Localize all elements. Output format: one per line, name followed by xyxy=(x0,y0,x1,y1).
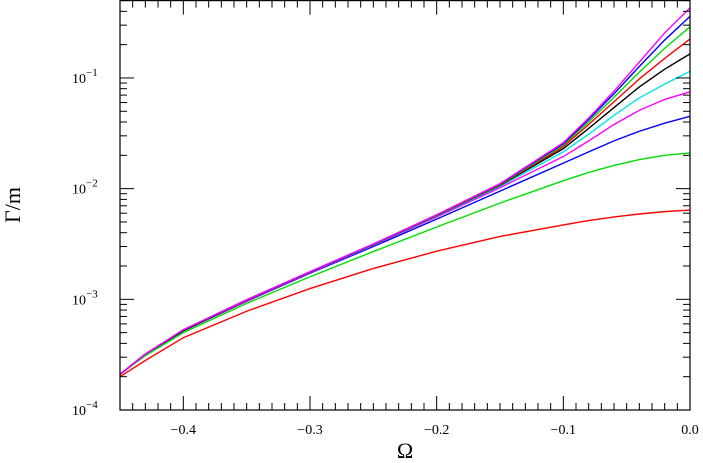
series-layer xyxy=(119,7,691,378)
series-line-1 xyxy=(119,209,691,378)
y-axis-title: Γ/m xyxy=(0,187,25,223)
x-tick-label: 0.0 xyxy=(681,423,699,438)
ticks-layer: −0.4 −0.3 −0.2 −0.1 0.0 10−4 10−3 10−2 10−1 xyxy=(72,0,699,438)
x-tick-label: −0.1 xyxy=(551,423,576,438)
y-tick-label: 10−1 xyxy=(72,67,98,87)
series-line-2 xyxy=(119,152,691,375)
plot-frame xyxy=(119,0,691,411)
series-line-10 xyxy=(119,7,691,375)
x-tick-label: −0.3 xyxy=(297,423,322,438)
y-tick-label: 10−2 xyxy=(72,178,98,198)
y-tick-label: 10−3 xyxy=(72,288,98,308)
series-line-3 xyxy=(119,115,691,375)
x-axis-title: Ω xyxy=(397,438,413,463)
x-tick-label: −0.4 xyxy=(171,423,196,438)
y-tick-label: 10−4 xyxy=(72,399,98,419)
x-tick-label: −0.2 xyxy=(424,423,449,438)
series-line-7 xyxy=(119,38,691,375)
